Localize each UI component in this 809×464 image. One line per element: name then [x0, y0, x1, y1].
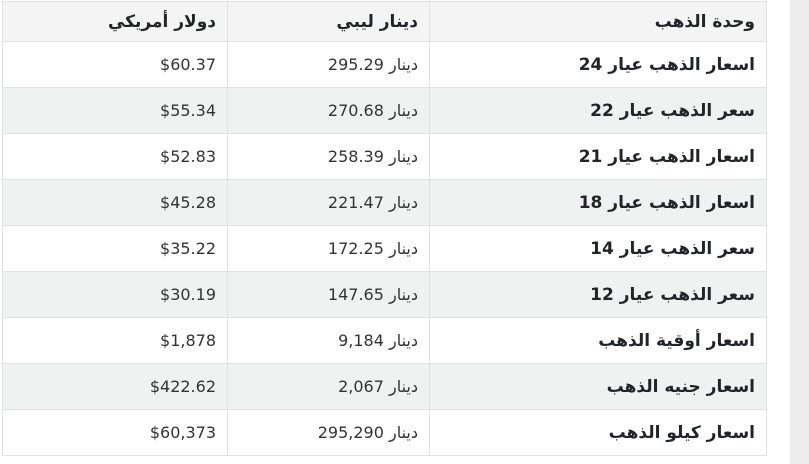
table-row: اسعار الذهب عيار 18 221.47 دينار $45.28 [2, 179, 767, 226]
cell-libyan-dinar-price: 258.39 دينار [227, 133, 430, 180]
cell-us-dollar-price: $35.22 [2, 225, 228, 272]
cell-libyan-dinar-price: 172.25 دينار [227, 225, 430, 272]
table-row: اسعار الذهب عيار 24 295.29 دينار $60.37 [2, 41, 767, 88]
page-background-strip [790, 0, 809, 464]
table-header: وحدة الذهب دينار ليبي دولار أمريكي [2, 1, 767, 42]
cell-us-dollar-price: $422.62 [2, 363, 228, 410]
cell-libyan-dinar-price: 2,067 دينار [227, 363, 430, 410]
table-row: اسعار جنيه الذهب 2,067 دينار $422.62 [2, 363, 767, 410]
cell-us-dollar-price: $45.28 [2, 179, 228, 226]
gold-prices-table: وحدة الذهب دينار ليبي دولار أمريكي اسعار… [2, 1, 767, 456]
header-row: وحدة الذهب دينار ليبي دولار أمريكي [2, 1, 767, 42]
table-row: سعر الذهب عيار 12 147.65 دينار $30.19 [2, 271, 767, 318]
cell-libyan-dinar-price: 295,290 دينار [227, 409, 430, 456]
cell-us-dollar-price: $55.34 [2, 87, 228, 134]
cell-us-dollar-price: $60.37 [2, 41, 228, 88]
cell-gold-unit: اسعار جنيه الذهب [429, 363, 767, 410]
cell-us-dollar-price: $1,878 [2, 317, 228, 364]
cell-libyan-dinar-price: 147.65 دينار [227, 271, 430, 318]
cell-us-dollar-price: $52.83 [2, 133, 228, 180]
cell-us-dollar-price: $30.19 [2, 271, 228, 318]
table-row: اسعار الذهب عيار 21 258.39 دينار $52.83 [2, 133, 767, 180]
cell-gold-unit: سعر الذهب عيار 12 [429, 271, 767, 318]
cell-libyan-dinar-price: 9,184 دينار [227, 317, 430, 364]
table-row: سعر الذهب عيار 22 270.68 دينار $55.34 [2, 87, 767, 134]
table-row: اسعار كيلو الذهب 295,290 دينار $60,373 [2, 409, 767, 456]
cell-gold-unit: اسعار الذهب عيار 18 [429, 179, 767, 226]
cell-us-dollar-price: $60,373 [2, 409, 228, 456]
cell-gold-unit: اسعار أوقية الذهب [429, 317, 767, 364]
table-row: سعر الذهب عيار 14 172.25 دينار $35.22 [2, 225, 767, 272]
table-row: اسعار أوقية الذهب 9,184 دينار $1,878 [2, 317, 767, 364]
cell-gold-unit: سعر الذهب عيار 22 [429, 87, 767, 134]
column-header-libyan-dinar: دينار ليبي [227, 1, 430, 42]
cell-libyan-dinar-price: 270.68 دينار [227, 87, 430, 134]
cell-gold-unit: اسعار الذهب عيار 21 [429, 133, 767, 180]
column-header-gold-unit: وحدة الذهب [429, 1, 767, 42]
cell-libyan-dinar-price: 295.29 دينار [227, 41, 430, 88]
cell-libyan-dinar-price: 221.47 دينار [227, 179, 430, 226]
cell-gold-unit: اسعار الذهب عيار 24 [429, 41, 767, 88]
column-header-us-dollar: دولار أمريكي [2, 1, 228, 42]
cell-gold-unit: سعر الذهب عيار 14 [429, 225, 767, 272]
table-body: اسعار الذهب عيار 24 295.29 دينار $60.37 … [2, 41, 767, 456]
cell-gold-unit: اسعار كيلو الذهب [429, 409, 767, 456]
